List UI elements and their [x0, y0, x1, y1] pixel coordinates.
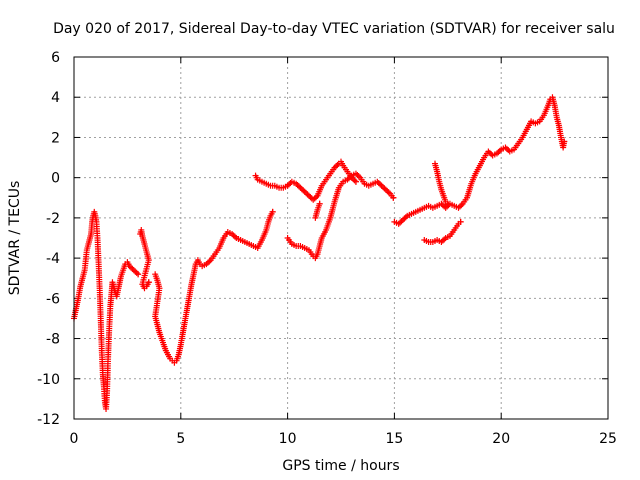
x-tick-label: 10 [279, 431, 297, 447]
y-tick-label: -2 [46, 211, 60, 227]
grid [74, 57, 608, 419]
data-series [252, 158, 359, 203]
data-series [284, 170, 397, 262]
data-point [444, 200, 451, 207]
y-tick-label: -10 [37, 372, 60, 388]
data-series [431, 160, 451, 207]
data-series [137, 226, 152, 292]
y-tick-label: 6 [51, 50, 60, 66]
y-tick-label: -4 [46, 251, 60, 267]
y-tick-label: 0 [51, 171, 60, 187]
y-tick-label: -12 [37, 412, 60, 428]
data-point [269, 208, 276, 215]
data-point [352, 178, 359, 185]
data-points [71, 94, 568, 412]
chart-title: Day 020 of 2017, Sidereal Day-to-day VTE… [53, 21, 615, 37]
y-tick-label: 4 [51, 90, 60, 106]
y-axis-label: SDTVAR / TECUs [7, 181, 23, 296]
plot-frame [73, 56, 609, 420]
data-point [145, 279, 152, 286]
y-tick-label: -8 [46, 332, 60, 348]
data-series [152, 208, 276, 366]
x-tick-label: 0 [70, 431, 79, 447]
data-series [391, 94, 568, 227]
x-tick-label: 20 [492, 431, 510, 447]
y-tick-label: 2 [51, 130, 60, 146]
y-tick-label: -6 [46, 291, 60, 307]
data-point [135, 271, 142, 278]
data-series [421, 218, 464, 246]
data-series [312, 200, 323, 221]
axis-ticks: 0 5 10 15 20 25 -12 -10 -8 -6 -4 -2 0 2 4 6 [37, 50, 617, 447]
x-tick-label: 25 [599, 431, 617, 447]
data-point [316, 200, 323, 207]
data-point [390, 194, 397, 201]
x-tick-label: 5 [176, 431, 185, 447]
x-axis-label: GPS time / hours [282, 458, 399, 474]
data-point [457, 218, 464, 225]
data-point [561, 138, 568, 145]
data-series [71, 208, 142, 412]
x-tick-label: 15 [385, 431, 403, 447]
